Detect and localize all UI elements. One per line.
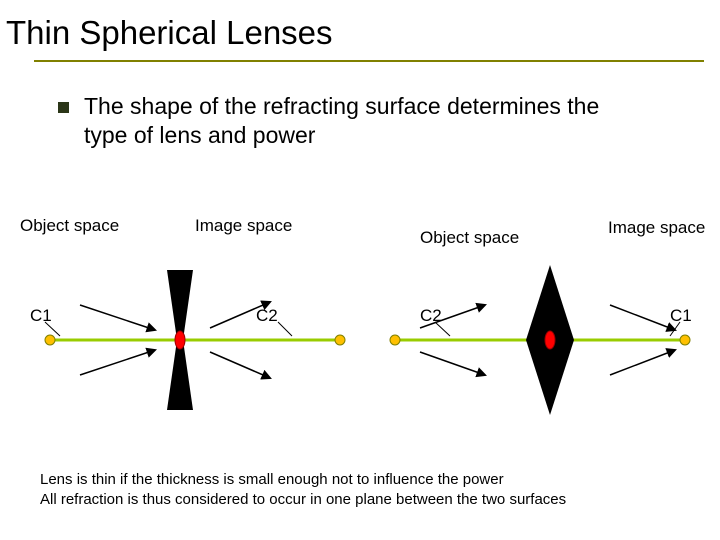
- right-focal-dot: [545, 331, 555, 349]
- left-image-space-label: Image space: [195, 216, 292, 236]
- left-lens-diagram: [20, 250, 370, 420]
- right-image-space-label: Image space: [608, 218, 705, 238]
- right-ray-arrow: [610, 350, 675, 375]
- title-underline: [34, 60, 704, 62]
- left-ray-arrow: [210, 352, 270, 378]
- right-ray-arrow: [420, 305, 485, 328]
- slide-title: Thin Spherical Lenses: [6, 14, 333, 52]
- left-object-space-label: Object space: [20, 216, 119, 236]
- right-ray-arrow: [420, 352, 485, 375]
- bullet-square-icon: [58, 102, 69, 113]
- right-lens-diagram: [380, 250, 710, 420]
- right-ray-arrow: [610, 305, 675, 330]
- footer-line-2: All refraction is thus considered to occ…: [40, 491, 566, 508]
- bullet-text: The shape of the refracting surface dete…: [84, 92, 614, 150]
- left-ray-arrow: [80, 350, 155, 375]
- left-axis-end-dot: [335, 335, 345, 345]
- left-axis-end-dot: [45, 335, 55, 345]
- footer-line-1: Lens is thin if the thickness is small e…: [40, 471, 504, 488]
- left-ray-arrow: [210, 302, 270, 328]
- left-ray-arrow: [80, 305, 155, 330]
- right-axis-end-dot: [680, 335, 690, 345]
- right-axis-end-dot: [390, 335, 400, 345]
- right-c2-leader: [435, 322, 450, 336]
- left-c2-leader: [278, 322, 292, 336]
- right-object-space-label: Object space: [420, 228, 519, 248]
- left-c1-leader: [45, 322, 60, 336]
- left-focal-dot: [175, 331, 185, 349]
- footer-text: Lens is thin if the thickness is small e…: [40, 470, 700, 511]
